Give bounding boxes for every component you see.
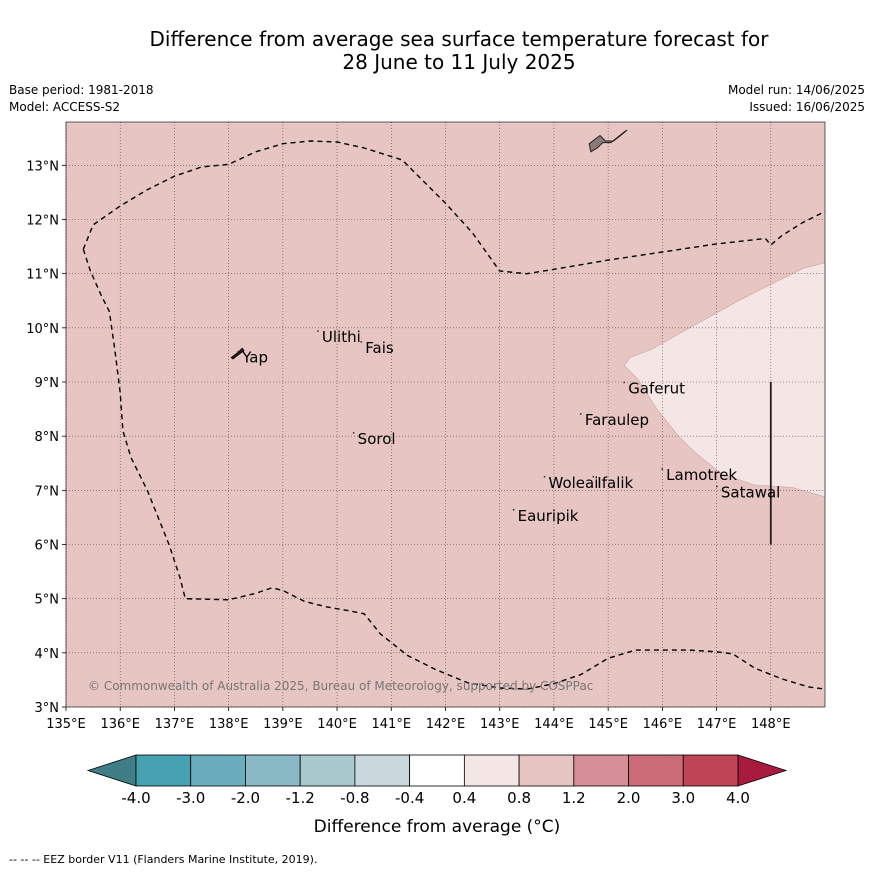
colorbar-segment bbox=[682, 754, 739, 787]
lat-tick-label: 6°N bbox=[35, 539, 60, 554]
anomaly-patch bbox=[624, 262, 826, 498]
island-dot bbox=[661, 468, 664, 471]
copyright-text: © Commonwealth of Australia 2025, Bureau… bbox=[88, 679, 593, 693]
colorbar-tick-label: 1.2 bbox=[562, 789, 586, 807]
colorbar-label: Difference from average (°C) bbox=[314, 817, 561, 837]
colorbar-tick-label: -4.0 bbox=[121, 789, 150, 807]
colorbar-tick-label: 0.4 bbox=[452, 789, 476, 807]
lat-tick-label: 10°N bbox=[26, 322, 59, 337]
lat-tick-label: 13°N bbox=[26, 159, 59, 174]
island-dot bbox=[352, 431, 355, 434]
guam-island bbox=[588, 129, 628, 153]
place-label-faraulep: Faraulep bbox=[585, 411, 649, 429]
colorbar-segment bbox=[463, 754, 520, 787]
colorbar-segment bbox=[354, 754, 411, 787]
island-dot bbox=[316, 330, 319, 332]
lon-tick-label: 135°E bbox=[46, 717, 86, 732]
place-label-satawal: Satawal bbox=[721, 484, 780, 502]
place-label-woleai: Woleai bbox=[549, 474, 599, 492]
lat-tick-label: 12°N bbox=[26, 214, 59, 229]
title-line-1: Difference from average sea surface temp… bbox=[149, 27, 769, 51]
lon-tick-label: 136°E bbox=[100, 717, 140, 732]
island-dot bbox=[360, 340, 363, 343]
island-dot bbox=[716, 485, 718, 488]
colorbar-tick-label: -2.0 bbox=[231, 789, 260, 807]
lon-tick-label: 146°E bbox=[643, 717, 683, 732]
place-label-fais: Fais bbox=[365, 339, 394, 357]
colorbar-segment bbox=[518, 754, 575, 787]
colorbar-tick-label: -1.2 bbox=[286, 789, 315, 807]
lon-tick-label: 141°E bbox=[372, 717, 412, 732]
island-dot bbox=[512, 508, 515, 511]
lon-tick-label: 144°E bbox=[534, 717, 574, 732]
eez-border-north bbox=[82, 140, 826, 275]
colorbar-tick-label: 4.0 bbox=[726, 789, 750, 807]
lat-tick-label: 5°N bbox=[35, 593, 60, 608]
lat-tick-label: 3°N bbox=[35, 701, 60, 716]
issued-date: Issued: 16/06/2025 bbox=[749, 100, 865, 114]
lon-tick-label: 142°E bbox=[426, 717, 466, 732]
place-label-yap: Yap bbox=[241, 349, 268, 367]
lon-tick-label: 148°E bbox=[751, 717, 791, 732]
colorbar-tick-label: 3.0 bbox=[671, 789, 695, 807]
island-dot bbox=[592, 475, 595, 478]
colorbar-tick-label: 2.0 bbox=[617, 789, 641, 807]
model-name: Model: ACCESS-S2 bbox=[9, 100, 121, 114]
colorbar-tick-label: -0.8 bbox=[340, 789, 369, 807]
place-label-lamotrek: Lamotrek bbox=[666, 466, 737, 484]
colorbar-segment bbox=[245, 754, 301, 787]
lat-tick-label: 4°N bbox=[35, 647, 60, 662]
eez-legend-note: -- -- -- EEZ border V11 (Flanders Marine… bbox=[9, 853, 318, 866]
colorbar-segment bbox=[628, 754, 684, 787]
place-label-gaferut: Gaferut bbox=[628, 380, 685, 398]
base-period: Base period: 1981-2018 bbox=[9, 83, 154, 97]
colorbar-segment bbox=[135, 754, 192, 787]
lon-tick-label: 145°E bbox=[588, 717, 628, 732]
colorbar-tick-label: 0.8 bbox=[507, 789, 531, 807]
lon-tick-label: 143°E bbox=[480, 717, 520, 732]
island-dot bbox=[623, 381, 626, 384]
colorbar-segment bbox=[409, 754, 465, 787]
eez-border-south bbox=[82, 249, 826, 690]
place-label-ifalik: Ifalik bbox=[597, 474, 633, 492]
lat-tick-label: 7°N bbox=[35, 484, 60, 499]
colorbar-segment bbox=[299, 754, 356, 787]
island-dot bbox=[543, 475, 546, 478]
island-dot bbox=[579, 413, 582, 415]
lat-tick-label: 8°N bbox=[35, 430, 60, 445]
place-label-ulithi: Ulithi bbox=[322, 328, 361, 346]
place-label-sorol: Sorol bbox=[358, 430, 396, 448]
colorbar-segment bbox=[573, 754, 629, 787]
chart-title: Difference from average sea surface temp… bbox=[0, 28, 873, 74]
colorbar-segment bbox=[190, 754, 246, 787]
title-line-2: 28 June to 11 July 2025 bbox=[342, 50, 576, 74]
lon-tick-label: 139°E bbox=[263, 717, 303, 732]
lon-tick-label: 137°E bbox=[155, 717, 195, 732]
colorbar-tick-label: -3.0 bbox=[176, 789, 205, 807]
place-label-eauripik: Eauripik bbox=[518, 507, 579, 525]
lon-tick-label: 138°E bbox=[209, 717, 249, 732]
lon-tick-label: 140°E bbox=[317, 717, 357, 732]
model-run: Model run: 14/06/2025 bbox=[727, 83, 865, 97]
colorbar-extend-low bbox=[86, 754, 137, 787]
colorbar-tick-label: -0.4 bbox=[395, 789, 424, 807]
lat-tick-label: 11°N bbox=[26, 268, 59, 283]
lat-tick-label: 9°N bbox=[35, 376, 60, 391]
colorbar-extend-high bbox=[737, 754, 788, 787]
lon-tick-label: 147°E bbox=[697, 717, 737, 732]
island-dot bbox=[237, 350, 240, 353]
